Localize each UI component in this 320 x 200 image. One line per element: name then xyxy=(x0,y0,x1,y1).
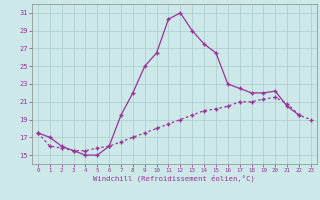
X-axis label: Windchill (Refroidissement éolien,°C): Windchill (Refroidissement éolien,°C) xyxy=(93,175,255,182)
